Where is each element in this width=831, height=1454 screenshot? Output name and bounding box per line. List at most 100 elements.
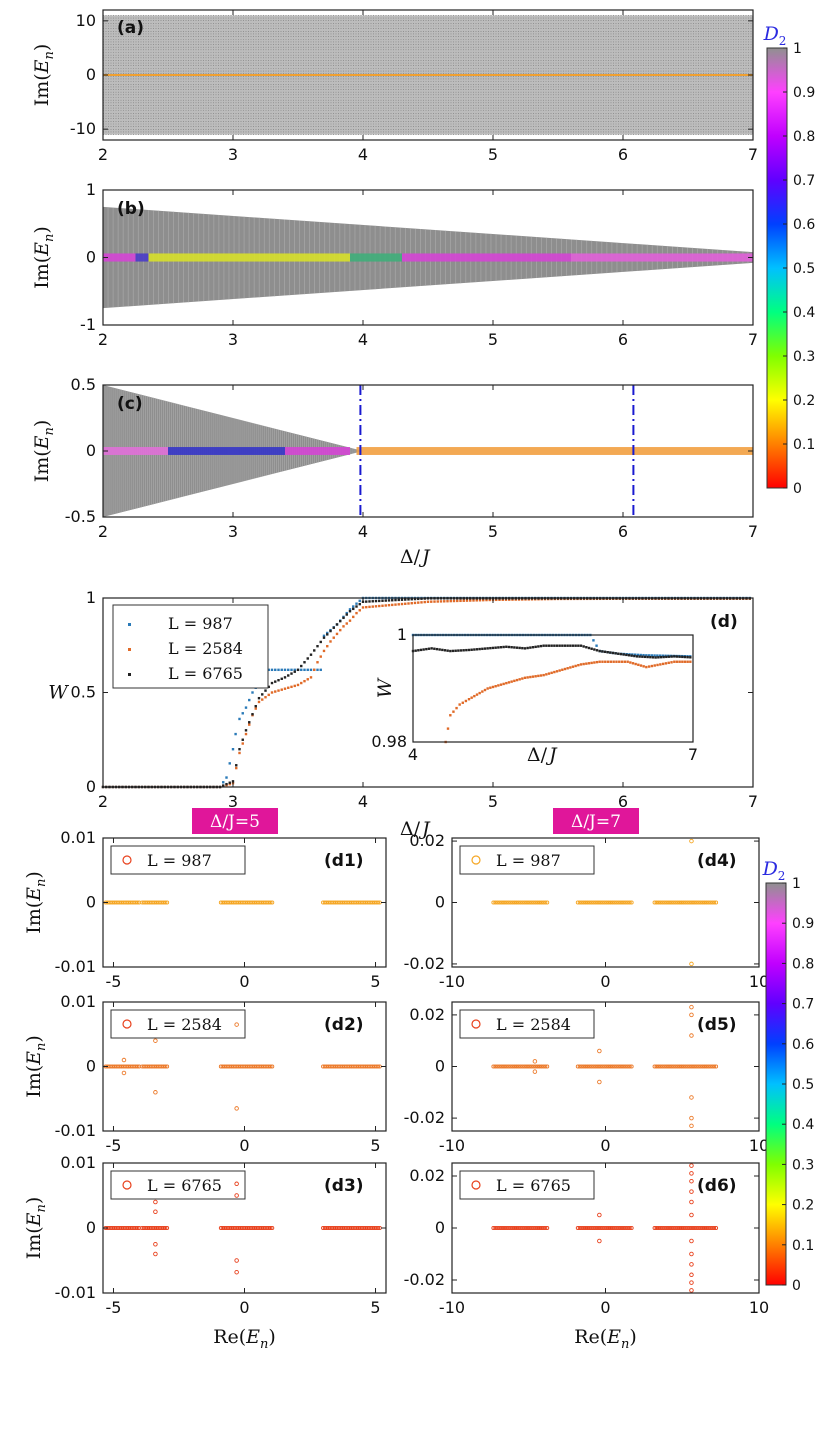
- data-point: [378, 599, 381, 603]
- data-point: [443, 600, 446, 603]
- inset-point: [465, 648, 468, 652]
- legend-box: [459, 1170, 595, 1200]
- inset-point: [534, 645, 537, 649]
- data-point: [326, 644, 329, 648]
- inset-point: [486, 647, 489, 650]
- eigenvalue-point: [504, 900, 509, 905]
- eigenvalue-point: [525, 900, 531, 905]
- inset-point: [545, 644, 548, 647]
- data-point: [322, 634, 326, 637]
- data-point: [244, 729, 248, 732]
- eigenvalue-point: [575, 1064, 580, 1069]
- y-tick-label: -0.02: [404, 1270, 445, 1289]
- eigenvalue-outlier: [689, 1251, 694, 1257]
- eigenvalue-point: [656, 900, 661, 905]
- inset-point: [661, 654, 665, 657]
- panel-d4: L = 987 -10 0 10 0.02 0 -0.02 (d4): [404, 831, 770, 991]
- eigenvalue-point: [702, 1225, 707, 1231]
- inset-point: [627, 654, 631, 657]
- eigenvalue-point: [508, 1225, 513, 1231]
- label-part: ): [23, 1197, 45, 1204]
- inset-point: [675, 655, 679, 658]
- inset-point: [537, 645, 540, 648]
- inset-point: [654, 656, 657, 659]
- data-point: [381, 604, 384, 607]
- eigenvalue-point: [539, 1064, 544, 1069]
- data-point: [355, 605, 358, 608]
- panel-d5: L = 2584 -10 0 10 0.02 0 -0.02 (d5): [404, 1001, 769, 1155]
- legend-marker: [128, 673, 131, 676]
- data-point: [420, 601, 423, 604]
- axis-label-text: Im(En): [23, 1197, 49, 1260]
- eigenvalue-point: [587, 1064, 592, 1069]
- y-tick-label: 10: [76, 11, 96, 30]
- inset-point: [678, 660, 681, 663]
- inset-point: [571, 665, 575, 668]
- colorbar-tick-label: 0.8: [792, 956, 814, 972]
- data-point: [384, 599, 387, 602]
- x-tick-label: 7: [748, 522, 758, 541]
- panel-d6: L = 6765 -10 0 10 0.02 0 -0.02 (d6) Re(En): [404, 1162, 769, 1352]
- inset-point: [649, 655, 652, 659]
- eigenvalue-point: [589, 1225, 594, 1231]
- core-segment: [350, 253, 402, 262]
- inset-point: [638, 655, 641, 658]
- eigenvalue-point: [595, 1225, 600, 1231]
- delta-badge-text: Δ/J=5: [210, 812, 260, 832]
- eigenvalue-point: [497, 1225, 502, 1231]
- eigenvalue-point: [706, 1064, 711, 1069]
- data-point: [482, 598, 485, 602]
- data-point: [452, 599, 456, 603]
- label-part: E: [31, 242, 53, 257]
- inset-point: [481, 647, 484, 651]
- inset-point: [539, 674, 543, 677]
- eigenvalue-point: [667, 1064, 673, 1069]
- y-tick-label: 0.01: [60, 828, 96, 847]
- legend-entry: L = 6765: [147, 1176, 222, 1195]
- data-point: [267, 693, 270, 697]
- eigenvalue-point: [504, 1225, 509, 1231]
- label-part: E: [23, 887, 45, 902]
- x-tick-label: -5: [106, 1298, 122, 1317]
- eigenvalue-point: [524, 900, 529, 905]
- eigenvalue-outlier: [153, 1090, 158, 1095]
- eigenvalue-point: [591, 900, 596, 905]
- eigenvalue-point: [524, 1225, 529, 1231]
- eigenvalue-point: [268, 1225, 273, 1231]
- x-tick-label: 3: [228, 145, 238, 164]
- eigenvalue-point: [683, 1225, 688, 1231]
- data-point: [270, 691, 274, 694]
- eigenvalue-point: [535, 900, 540, 905]
- data-point: [303, 679, 306, 683]
- eigenvalue-point: [694, 1225, 699, 1231]
- data-point: [222, 784, 225, 787]
- x-tick-label: 5: [488, 330, 498, 349]
- eigenvalue-outlier: [689, 1280, 694, 1285]
- eigenvalue-point: [704, 900, 709, 905]
- inset: 4 7 1 0.98 Δ/J W: [371, 625, 698, 766]
- inset-point: [615, 660, 618, 663]
- data-point: [355, 611, 358, 615]
- eigenvalue-point: [600, 900, 605, 905]
- eigenvalue-point: [135, 1225, 140, 1231]
- data-point: [348, 608, 352, 611]
- eigenvalue-point: [533, 1064, 538, 1069]
- data-point: [244, 706, 248, 709]
- data-point: [511, 598, 514, 601]
- label-part: Im(: [31, 449, 53, 482]
- y-tick-label: 0.5: [71, 683, 96, 702]
- eigenvalue-point: [673, 900, 678, 905]
- colorbar-tick-label: 0.4: [792, 1117, 814, 1133]
- x-tick-label: 0: [239, 1136, 249, 1155]
- x-tick-label: -10: [439, 1298, 465, 1317]
- eigenvalue-point: [537, 1064, 542, 1069]
- core-segment: [168, 447, 285, 455]
- data-point: [241, 738, 244, 741]
- inset-point: [414, 649, 417, 652]
- eigenvalue-point: [512, 1064, 517, 1069]
- inset-point: [670, 655, 673, 658]
- eigenvalue-point: [619, 1225, 625, 1231]
- label-part: n: [621, 1337, 629, 1352]
- y-tick-label: 0: [435, 1218, 445, 1237]
- x-tick-label: 10: [749, 972, 769, 991]
